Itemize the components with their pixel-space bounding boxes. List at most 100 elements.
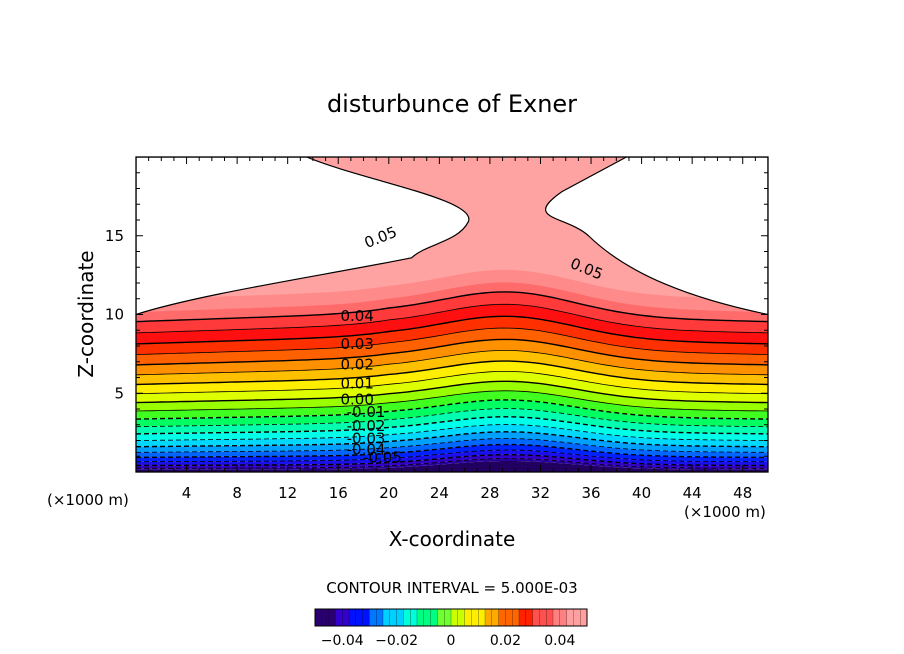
colorbar-cell [573,608,581,627]
contour-label: -0.03 [347,430,386,448]
contour-band [136,339,768,375]
y-axis-ticks: 5 10 15 [105,172,768,457]
contour-label: 0.01 [340,375,373,393]
colorbar-cell [532,608,540,627]
y-tick-label: 15 [105,227,124,245]
x-axis-ticks: 4 8 12 16 20 24 28 32 36 40 44 48 [148,157,756,502]
contour-band [136,350,768,385]
plot-area: 0.050.050.040.030.020.010.00-0.01-0.02-0… [105,156,769,502]
colorbar-cell [321,608,330,627]
x-tick-label: 44 [683,484,702,502]
contour-line [136,291,768,323]
contour-line [136,338,768,366]
x-unit-right: (×1000 m) [684,503,766,521]
contour-line [136,371,768,395]
x-tick-label: 28 [480,484,499,502]
x-tick-label: 20 [379,484,398,502]
colorbar-cell [471,608,479,627]
colorbar-cell [382,608,391,627]
colorbar-cell [416,608,425,627]
contour-line [136,416,768,435]
x-tick-label: 36 [581,484,600,502]
contour-label: 0.02 [340,356,373,374]
contour-band [136,304,768,344]
colorbar-cell [444,608,452,627]
x-tick-label: 48 [733,484,752,502]
colorbar-tick-label: 0 [447,633,456,649]
colorbar-cell [546,608,554,627]
x-tick-label: 12 [278,484,297,502]
contour-band [136,316,768,355]
contour-band [136,291,768,333]
colorbar-cell [450,608,459,627]
x-tick-label: 8 [232,484,242,502]
colorbar-cell [376,608,384,627]
colorbar-tick-label: 0.02 [490,633,521,649]
colorbar-cell [566,608,574,627]
x-tick-label: 16 [329,484,348,502]
contour-line [136,449,768,463]
colorbar-cell [559,608,568,627]
colorbar: −0.04 −0.02 0 0.02 0.04 [314,608,588,649]
contour-band [136,361,768,394]
contour-band [136,461,768,472]
y-tick-label: 10 [105,306,124,324]
contour-line [136,438,768,453]
colorbar-tick-label: 0.04 [544,633,575,649]
contour-line [136,327,768,355]
colorbar-tick-label: −0.04 [321,633,364,649]
contour-band [136,328,768,365]
contour-lines [136,291,768,469]
colorbar-cell [314,608,323,627]
colorbar-cell [552,608,561,627]
colorbar-cell [525,608,534,627]
colorbar-cell [362,608,370,627]
contour-label: 0.00 [340,390,373,408]
contour-line [136,380,768,404]
x-tick-label: 4 [182,484,192,502]
contour-line [136,390,768,412]
contour-label: 0.03 [340,335,373,353]
contour-line [136,424,768,441]
colorbar-cell [464,608,472,627]
contour-band [136,371,768,403]
contour-band [136,458,768,470]
y-tick-label: 5 [114,384,124,402]
x-tick-label: 40 [632,484,651,502]
colorbar-cell [484,608,493,627]
contour-line [136,458,768,469]
colorbar-cell [539,608,547,627]
colorbar-cell [423,608,432,627]
x-tick-label: 24 [430,484,449,502]
colorbar-frame [314,608,588,627]
contour-label: 0.04 [340,307,373,325]
contour-interval-text: CONTOUR INTERVAL = 5.000E-03 [326,579,577,597]
colorbar-cell [369,608,377,627]
colorbar-cell [457,608,466,627]
contour-line [136,360,768,386]
colorbar-cell [437,608,445,627]
colorbar-cell [403,608,411,627]
contour-line [136,350,768,376]
contour-line [136,408,768,428]
contour-line [136,431,768,448]
contour-line [136,443,768,459]
colorbar-cell [342,608,350,627]
colorbar-cell [512,608,520,627]
contour-label: -0.02 [347,417,386,435]
colorbar-cell [498,608,506,627]
contour-label: -0.04 [347,441,386,459]
colorbar-cell [478,608,486,627]
contour-line [136,454,768,467]
colorbar-cell [396,608,404,627]
chart-title: disturbunce of Exner [327,90,577,118]
colorbar-cell [580,608,588,627]
colorbar-cell [348,608,357,627]
contour-line [136,315,768,345]
contour-label: -0.01 [347,403,386,421]
contour-line-0.05 [136,157,768,316]
contour-label: -0.05 [363,449,402,467]
contour-line [136,399,768,420]
x-unit-left: (×1000 m) [47,491,129,509]
